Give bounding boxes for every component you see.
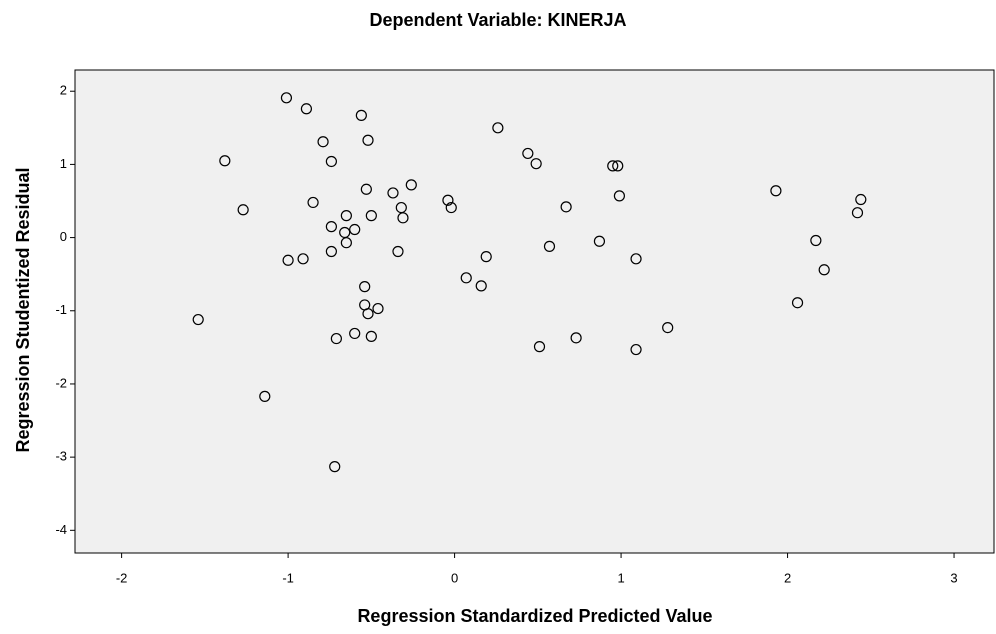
x-tick-label: 0 [451, 570, 458, 585]
y-tick-label: -1 [55, 302, 67, 317]
y-tick-label: -4 [55, 522, 67, 537]
x-tick-label: 3 [950, 570, 957, 585]
y-tick-label: 1 [60, 156, 67, 171]
page: Dependent Variable: KINERJA Regression S… [0, 0, 996, 634]
x-axis-label: Regression Standardized Predicted Value [357, 606, 712, 626]
y-tick-label: 0 [60, 229, 67, 244]
y-tick-label: 2 [60, 83, 67, 98]
y-tick-label: -2 [55, 375, 67, 390]
x-tick-label: -1 [282, 570, 294, 585]
plot-area [75, 70, 994, 553]
chart: Dependent Variable: KINERJA Regression S… [0, 0, 996, 634]
y-axis-label: Regression Studentized Residual [13, 167, 33, 452]
x-tick-label: 1 [617, 570, 624, 585]
chart-title: Dependent Variable: KINERJA [369, 10, 626, 30]
x-tick-label: 2 [784, 570, 791, 585]
y-tick-label: -3 [55, 449, 67, 464]
x-tick-label: -2 [116, 570, 128, 585]
